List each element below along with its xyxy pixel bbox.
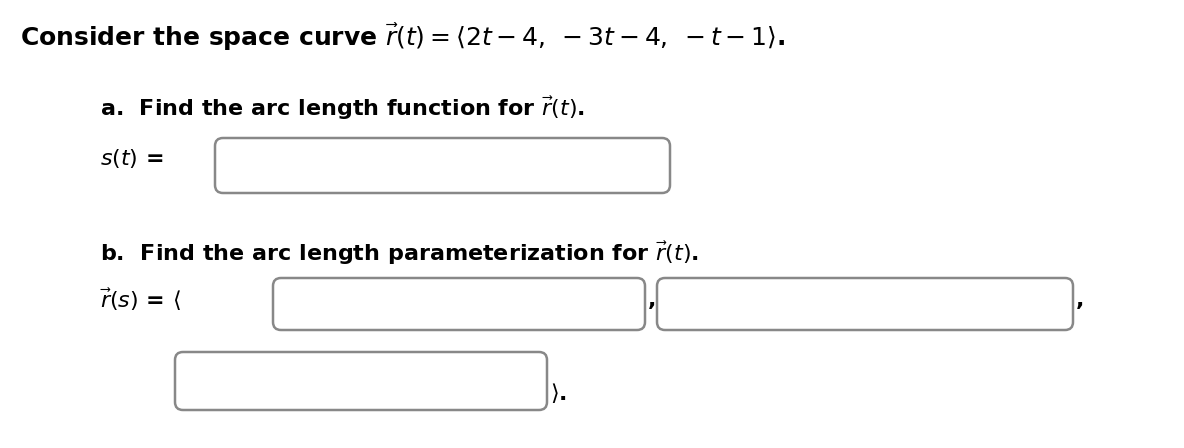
Text: Consider the space curve $\vec{r}(t) = \langle 2t - 4,\; -3t - 4,\; -t - 1\rangl: Consider the space curve $\vec{r}(t) = \… [20,22,785,53]
FancyBboxPatch shape [274,278,645,330]
Text: b.  Find the arc length parameterization for $\vec{r}(t)$.: b. Find the arc length parameterization … [99,240,699,267]
Text: $\rangle$.: $\rangle$. [551,381,567,405]
FancyBboxPatch shape [175,352,547,410]
FancyBboxPatch shape [657,278,1073,330]
Text: $\vec{r}(s)$ = $\langle$: $\vec{r}(s)$ = $\langle$ [99,287,181,313]
Text: ,: , [648,290,656,310]
Text: $s(t)$ =: $s(t)$ = [99,146,163,169]
Text: a.  Find the arc length function for $\vec{r}(t)$.: a. Find the arc length function for $\ve… [99,95,585,122]
Text: ,: , [1076,290,1085,310]
FancyBboxPatch shape [215,138,670,193]
